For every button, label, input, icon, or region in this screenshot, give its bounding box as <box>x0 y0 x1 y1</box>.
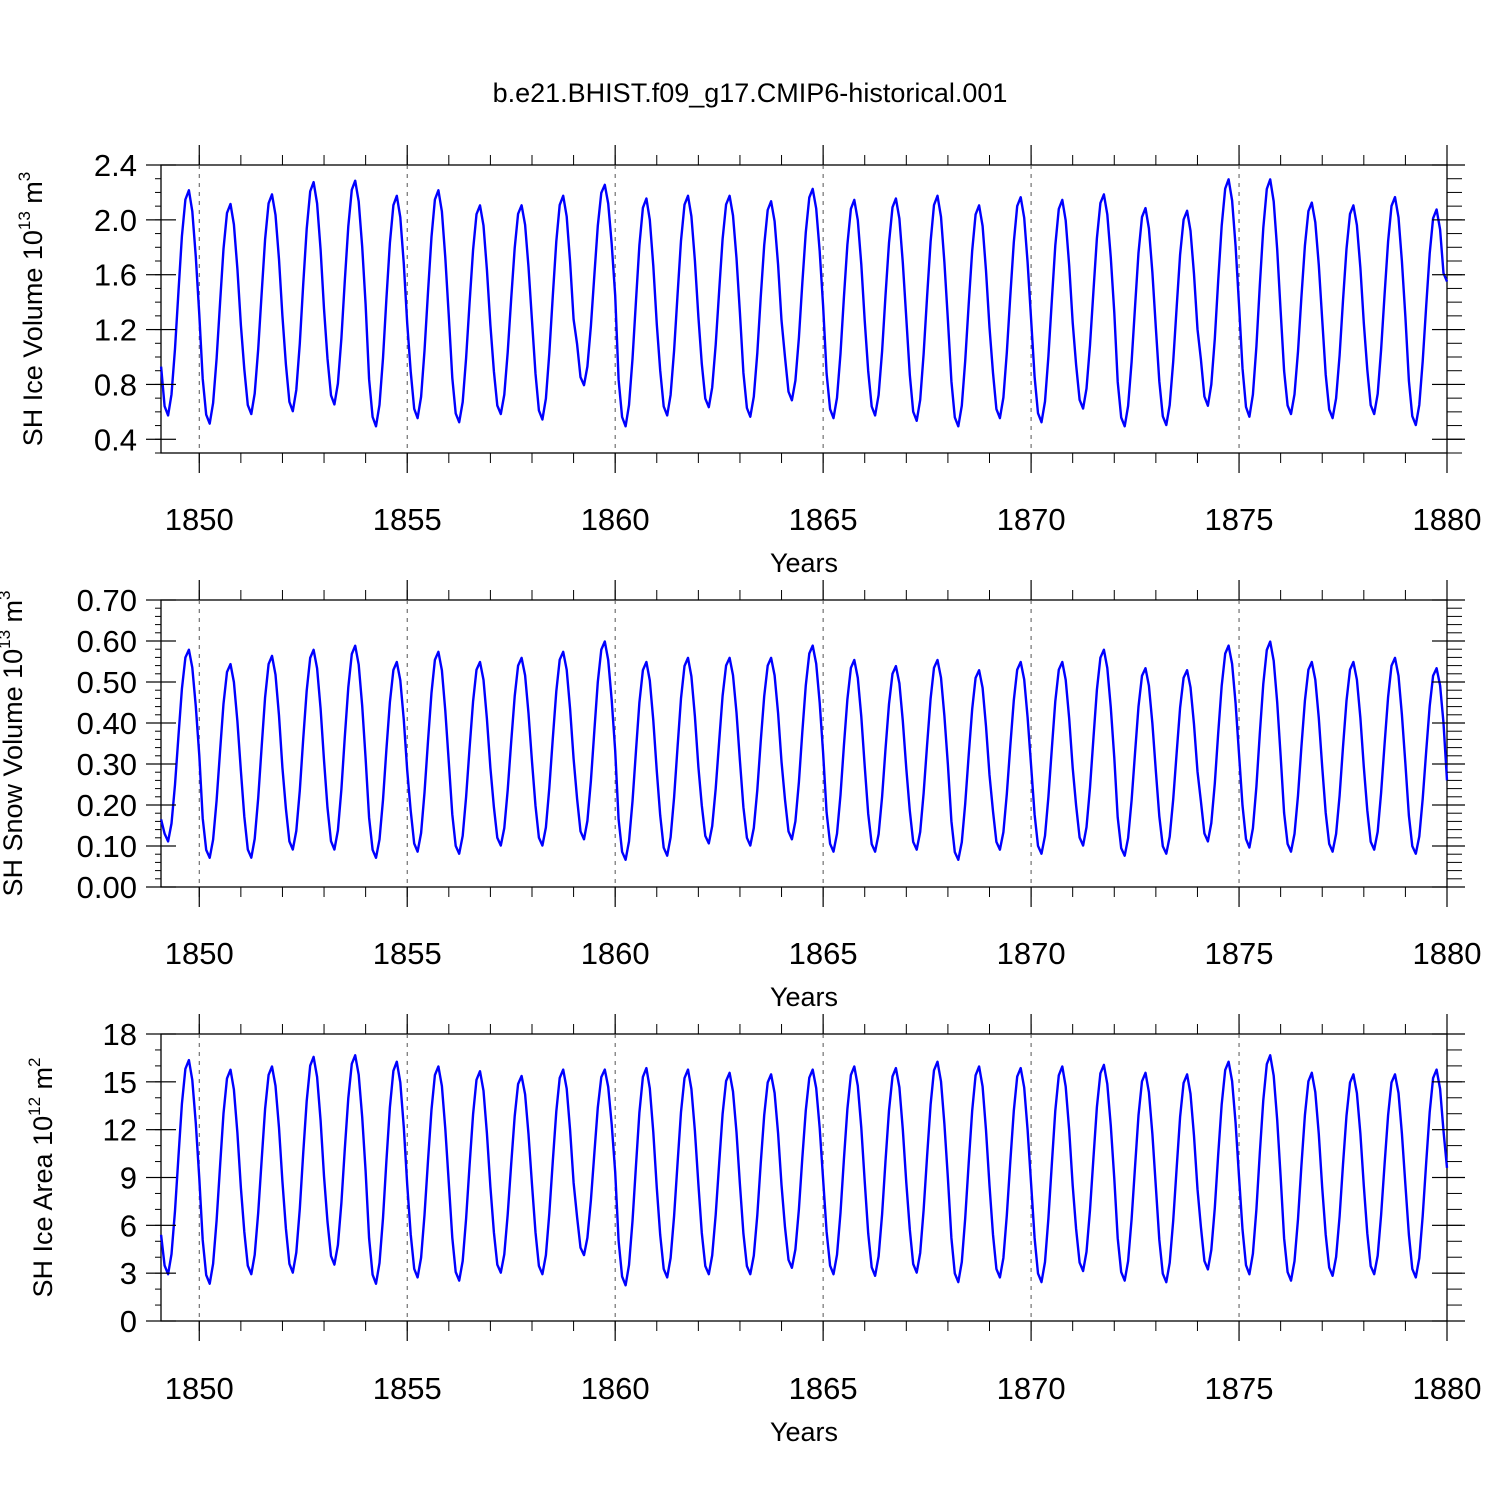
figure-title: b.e21.BHIST.f09_g17.CMIP6-historical.001 <box>493 78 1008 108</box>
x-tick-label: 1880 <box>1413 1371 1482 1406</box>
x-tick-label: 1875 <box>1205 936 1274 971</box>
x-tick-label: 1855 <box>373 1371 442 1406</box>
y-tick-label: 0.70 <box>77 583 137 618</box>
y-tick-label: 18 <box>103 1017 137 1052</box>
x-tick-label: 1880 <box>1413 936 1482 971</box>
series-line <box>159 178 1449 428</box>
x-tick-label: 1870 <box>997 502 1066 537</box>
y-axis-title: SH Ice Area 1012 m2 <box>25 1058 58 1298</box>
plot-frame <box>160 1033 1448 1322</box>
series-line <box>159 1054 1449 1287</box>
x-tick-label: 1855 <box>373 502 442 537</box>
x-axis-title: Years <box>770 982 838 1012</box>
y-tick-label: 6 <box>120 1208 137 1243</box>
y-tick-label: 0.00 <box>77 870 137 905</box>
x-axis-title: Years <box>770 1417 838 1447</box>
y-axis-title: SH Ice Volume 1013 m3 <box>15 172 48 447</box>
y-tick-label: 0.30 <box>77 747 137 782</box>
panel-3: 0 3 6 9 12 15 18 1850 1855 1860 1865 1870 1875 1880 Ye… <box>25 1014 1481 1447</box>
x-tick-label: 1860 <box>581 1371 650 1406</box>
panel-1: 0.4 0.8 1.2 1.6 2.0 2.4 1850 1855 1860 1865 1870 18… <box>15 145 1481 578</box>
y-tick-label: 9 <box>120 1161 137 1196</box>
x-tick-label: 1875 <box>1205 1371 1274 1406</box>
y-tick-label: 2.0 <box>94 203 137 238</box>
y-tick-label: 15 <box>103 1065 137 1100</box>
x-tick-label: 1865 <box>789 936 858 971</box>
x-tick-label: 1870 <box>997 936 1066 971</box>
y-tick-label: 12 <box>103 1113 137 1148</box>
y-tick-label: 0.60 <box>77 624 137 659</box>
y-tick-label: 0.8 <box>94 367 137 402</box>
plot-frame <box>160 599 1448 888</box>
y-tick-label: 0.50 <box>77 665 137 700</box>
plot-frame <box>160 164 1448 454</box>
y-tick-label: 0.40 <box>77 706 137 741</box>
x-tick-label: 1850 <box>165 1371 234 1406</box>
x-tick-label: 1875 <box>1205 502 1274 537</box>
y-tick-label: 1.2 <box>94 313 137 348</box>
x-tick-label: 1870 <box>997 1371 1066 1406</box>
panel-2: 0.00 0.10 0.20 0.30 0.40 0.50 0.60 0.70 1850 1855… <box>0 580 1481 1012</box>
y-tick-label: 3 <box>120 1256 137 1291</box>
x-tick-label: 1850 <box>165 936 234 971</box>
y-tick-label: 2.4 <box>94 148 137 183</box>
x-axis-title: Years <box>770 548 838 578</box>
y-tick-label: 1.6 <box>94 258 137 293</box>
x-tick-label: 1860 <box>581 936 650 971</box>
x-tick-label: 1865 <box>789 502 858 537</box>
series-line <box>159 640 1449 861</box>
x-tick-label: 1860 <box>581 502 650 537</box>
x-tick-label: 1855 <box>373 936 442 971</box>
y-axis-title: SH Snow Volume 1013 m3 <box>0 590 28 896</box>
x-tick-label: 1850 <box>165 502 234 537</box>
y-tick-label: 0.4 <box>94 422 137 457</box>
y-tick-label: 0 <box>120 1304 137 1339</box>
y-tick-label: 0.20 <box>77 788 137 823</box>
y-tick-label: 0.10 <box>77 829 137 864</box>
x-tick-label: 1880 <box>1413 502 1482 537</box>
x-tick-label: 1865 <box>789 1371 858 1406</box>
